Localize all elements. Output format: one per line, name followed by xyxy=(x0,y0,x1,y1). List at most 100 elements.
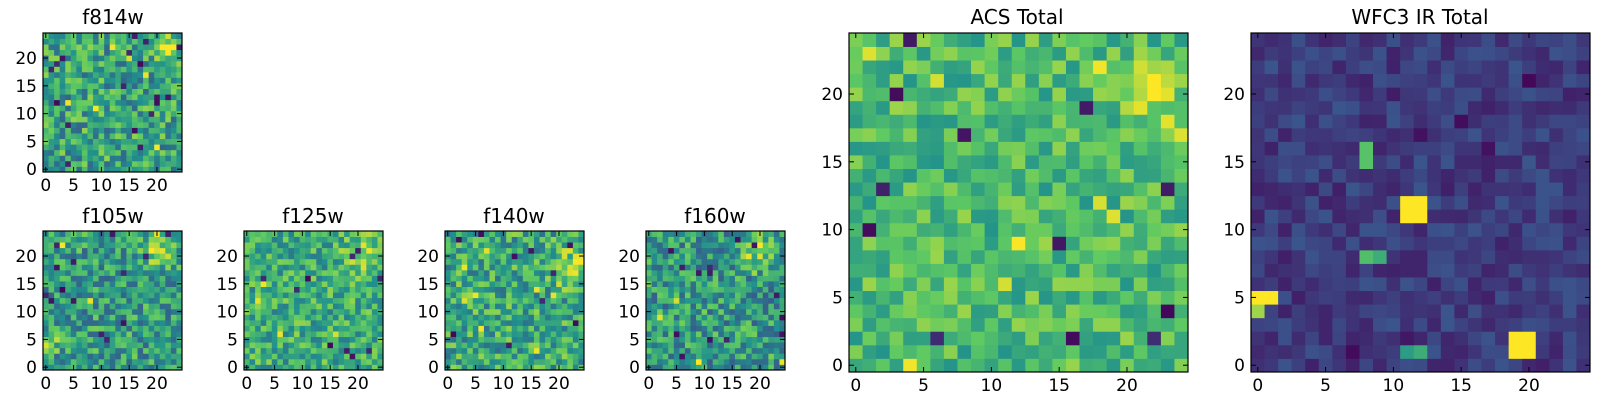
heatmap-cell xyxy=(332,286,339,293)
heatmap-cell xyxy=(260,253,267,260)
heatmap-cell xyxy=(366,342,373,349)
heatmap-cell xyxy=(98,264,105,271)
heatmap-cell xyxy=(87,133,94,140)
heatmap-cell xyxy=(545,264,552,271)
heatmap-cell xyxy=(371,264,378,271)
heatmap-cell xyxy=(517,331,524,338)
heatmap-cell xyxy=(495,231,501,237)
x-tick-label: 10 xyxy=(694,374,716,394)
heatmap-cell xyxy=(971,236,985,251)
heatmap-cell xyxy=(282,292,289,299)
heatmap-cell xyxy=(126,133,133,140)
heatmap-cell xyxy=(338,231,345,237)
heatmap-cell xyxy=(366,303,373,310)
heatmap-cell xyxy=(1359,33,1374,47)
heatmap-cell xyxy=(1562,60,1577,75)
heatmap-cell xyxy=(550,303,557,310)
heatmap-cell xyxy=(998,141,1013,156)
heatmap-cell xyxy=(360,297,367,304)
heatmap-cell xyxy=(249,297,256,304)
heatmap-cell xyxy=(696,325,702,332)
heatmap-cell xyxy=(255,286,262,293)
heatmap-cell xyxy=(712,325,719,332)
heatmap-cell xyxy=(862,290,877,305)
heatmap-cell xyxy=(366,364,373,371)
heatmap-cell xyxy=(450,353,457,360)
heatmap-cell xyxy=(327,281,334,287)
heatmap-cell xyxy=(862,155,877,169)
heatmap-cell xyxy=(115,314,122,321)
heatmap-cell xyxy=(377,236,384,243)
heatmap-cell xyxy=(249,342,256,349)
heatmap-cell xyxy=(746,303,753,310)
heatmap-cell xyxy=(734,336,741,343)
heatmap-cell xyxy=(1562,100,1577,115)
heatmap-cell xyxy=(115,44,122,51)
heatmap-cell xyxy=(483,242,490,249)
heatmap-cell xyxy=(48,231,55,237)
heatmap-cell xyxy=(751,275,758,282)
heatmap-cell xyxy=(170,303,177,310)
heatmap-cell xyxy=(282,325,289,332)
heatmap-cell xyxy=(1025,87,1040,102)
heatmap-cell xyxy=(70,342,77,349)
heatmap-cell xyxy=(701,281,708,287)
heatmap-cell xyxy=(1440,168,1455,183)
heatmap-cell xyxy=(450,292,457,299)
heatmap-cell xyxy=(43,105,49,112)
heatmap-cell xyxy=(93,242,99,249)
heatmap-cell xyxy=(115,297,122,304)
heatmap-cell xyxy=(43,121,49,128)
heatmap-cell xyxy=(115,231,122,237)
heatmap-cell xyxy=(556,292,563,299)
heatmap-cell xyxy=(734,258,741,265)
heatmap-cell xyxy=(1147,317,1162,332)
heatmap-cell xyxy=(684,319,691,326)
heatmap-cell xyxy=(305,358,312,365)
heatmap-cell xyxy=(260,292,267,299)
heatmap-cell xyxy=(712,292,719,299)
heatmap-cell xyxy=(718,231,725,237)
heatmap-cell xyxy=(126,342,133,349)
heatmap-cell xyxy=(762,281,769,287)
heatmap-cell xyxy=(143,127,150,134)
heatmap-cell xyxy=(916,87,931,102)
heatmap-cell xyxy=(1386,87,1401,102)
heatmap-cell xyxy=(849,73,863,88)
heatmap-cell xyxy=(1359,290,1374,305)
heatmap-cell xyxy=(115,133,122,140)
heatmap-cell xyxy=(310,364,317,371)
heatmap-cell xyxy=(1427,155,1442,169)
heatmap-cell xyxy=(489,314,496,321)
heatmap-cell xyxy=(651,242,658,249)
heatmap-cell xyxy=(511,269,518,276)
heatmap-cell xyxy=(1413,331,1428,346)
heatmap-cell xyxy=(282,308,289,315)
heatmap-cell xyxy=(366,292,373,299)
heatmap-cell xyxy=(377,242,384,249)
heatmap-cell xyxy=(98,155,105,162)
heatmap-cell xyxy=(349,231,356,237)
heatmap-cell xyxy=(321,281,328,287)
heatmap-cell xyxy=(1291,100,1306,115)
heatmap-cell xyxy=(578,325,585,332)
heatmap-cell xyxy=(668,319,675,326)
heatmap-cell xyxy=(723,303,730,310)
heatmap-cell xyxy=(903,182,918,197)
heatmap-cell xyxy=(321,308,328,315)
heatmap-cell xyxy=(1174,127,1189,142)
heatmap-cell xyxy=(1147,358,1162,373)
heatmap-cell xyxy=(59,77,66,84)
heatmap-cell xyxy=(288,253,295,260)
heatmap-cell xyxy=(93,116,99,123)
heatmap-cell xyxy=(316,303,323,310)
heatmap-cell xyxy=(271,353,278,360)
heatmap-cell xyxy=(768,242,775,249)
heatmap-cell xyxy=(984,155,999,169)
heatmap-cell xyxy=(522,275,529,282)
heatmap-cell xyxy=(360,319,367,326)
heatmap-cell xyxy=(762,336,769,343)
heatmap-cell xyxy=(734,292,741,299)
heatmap-cell xyxy=(131,325,138,332)
